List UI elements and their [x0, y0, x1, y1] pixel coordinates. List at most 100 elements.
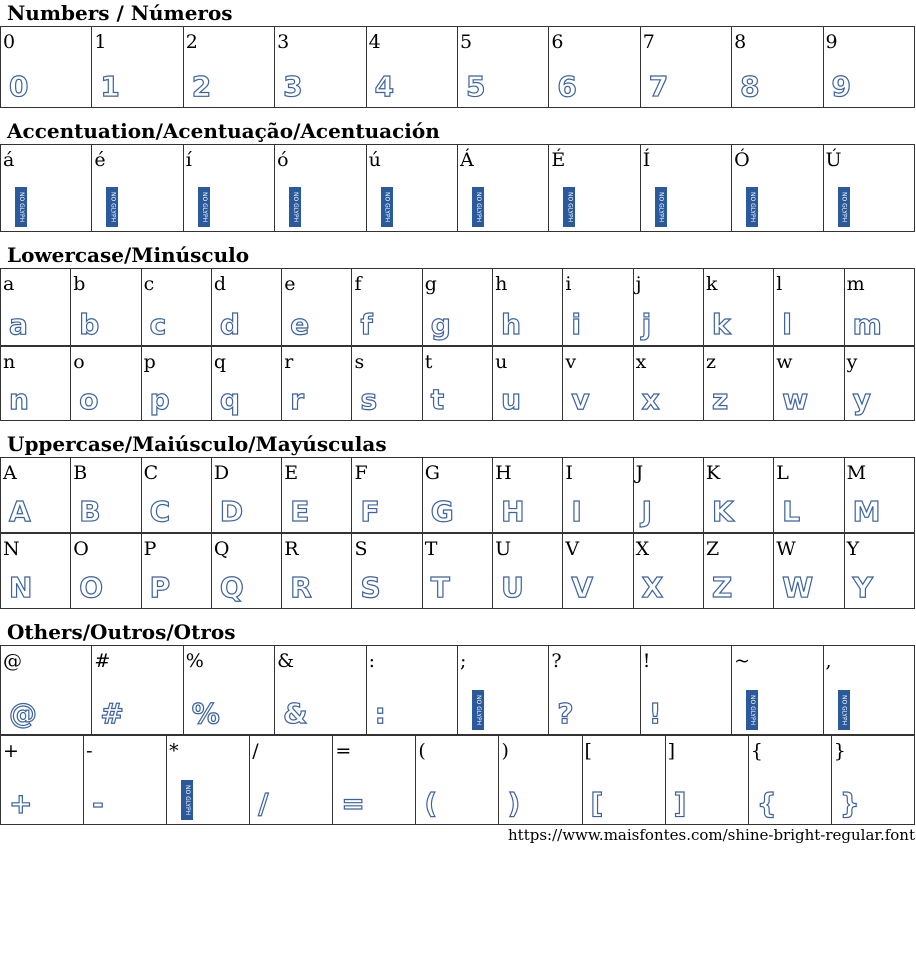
char-label: j [635, 273, 642, 295]
glyph-sample: ) [507, 786, 521, 820]
char-label: 1 [94, 31, 107, 53]
char-label: [ [584, 740, 592, 762]
glyph-row: @ @ # #%% & &::; NO GLYPH??!! ~ NO GLYPH, NO GLYP… [0, 645, 916, 735]
char-label: é [94, 149, 106, 171]
glyph-cell: )) [498, 735, 583, 825]
glyph-sample: 9 [831, 69, 852, 103]
glyph-cell: # # [91, 645, 184, 735]
no-glyph: NO GLYPH [837, 690, 850, 730]
char-label: g [424, 273, 437, 295]
char-label: @ [3, 650, 22, 672]
glyph-sample: x [641, 382, 660, 416]
glyph-cell: É NO GLYPH [548, 144, 641, 232]
section-title: Uppercase/Maiúsculo/Mayúsculas [7, 432, 387, 456]
glyph-sample: 1 [100, 69, 121, 103]
glyph-sample: T [430, 570, 450, 604]
glyph-cell: Ó NO GLYPH [731, 144, 824, 232]
char-label: J [635, 462, 644, 484]
glyph-sample: F [360, 494, 380, 528]
glyph-table: + + - - * NO GLYPH / / = =(())[[]]{{}} [0, 735, 916, 825]
glyph-sample: q [219, 382, 240, 416]
char-label: V [565, 538, 580, 560]
char-label: ! [642, 650, 651, 672]
glyph-cell: & & [274, 645, 367, 735]
glyph-sample: 4 [374, 69, 395, 103]
section-title: Accentuation/Acentuação/Acentuación [7, 119, 440, 143]
glyph-cell: -- [83, 735, 168, 825]
char-label: p [143, 351, 156, 373]
char-label: S [354, 538, 368, 560]
char-label: i [565, 273, 572, 295]
glyph-sample: y [852, 382, 871, 416]
glyph-sample: V [571, 570, 594, 604]
glyph-sample: D [219, 494, 244, 528]
no-glyph: NO GLYPH [197, 187, 210, 227]
glyph-sample: + [8, 786, 33, 820]
glyph-sample: h [500, 307, 522, 341]
glyph-sample: O [79, 570, 104, 604]
glyph-sample: N [8, 570, 33, 604]
glyph-sample: = [341, 786, 366, 820]
no-glyph: NO GLYPH [746, 690, 759, 730]
no-glyph: NO GLYPH [106, 187, 119, 227]
glyph-sample: d [219, 307, 240, 341]
glyph-sample: K [711, 494, 734, 528]
glyph-cell: + + [0, 735, 85, 825]
glyph-sample: 2 [191, 69, 212, 103]
char-label: z [705, 351, 716, 373]
char-label: Á [459, 149, 474, 171]
glyph-sample: n [8, 382, 29, 416]
char-label: L [776, 462, 789, 484]
glyph-cell: Ú NO GLYPH [822, 144, 916, 232]
glyph-cell: ~ NO GLYPH [731, 645, 824, 735]
char-label: c [143, 273, 155, 295]
glyph-table: á NO GLYPH é NO GLYPH í NO GLYPH ó NO GLYPH ú NO … [0, 144, 916, 232]
no-glyph: NO GLYPH [181, 780, 194, 820]
char-label: q [213, 351, 227, 373]
char-label: ] [667, 740, 676, 762]
glyph-sample: % [191, 696, 220, 730]
glyph-sample: - [91, 786, 104, 820]
glyph-cell: é NO GLYPH [91, 144, 184, 232]
glyph-sample: G [430, 494, 454, 528]
section-title: Numbers / Números [7, 1, 233, 25]
glyph-cell: , NO GLYPH [822, 645, 916, 735]
glyph-sample: P [149, 570, 171, 604]
glyph-sample: X [641, 570, 664, 604]
char-label: 6 [551, 31, 564, 53]
glyph-cell: ?? [548, 645, 641, 735]
char-label: M [846, 462, 867, 484]
glyph-sample: H [500, 494, 525, 528]
glyph-cell: (( [415, 735, 500, 825]
glyph-sample: s [360, 382, 378, 416]
glyph-sample: A [8, 494, 31, 528]
specimen: Numbers / Números 0 0 1 1 2 2 3 3 4 4 5 5 6 6 7 7 8 8 9 9 Acc… [0, 1, 916, 825]
footer-url: https://www.maisfontes.com/shine-bright-… [508, 826, 915, 844]
char-label: y [846, 351, 858, 373]
glyph-cell: Í NO GLYPH [639, 144, 733, 232]
no-glyph: NO GLYPH [837, 187, 850, 227]
char-label: a [3, 273, 15, 295]
